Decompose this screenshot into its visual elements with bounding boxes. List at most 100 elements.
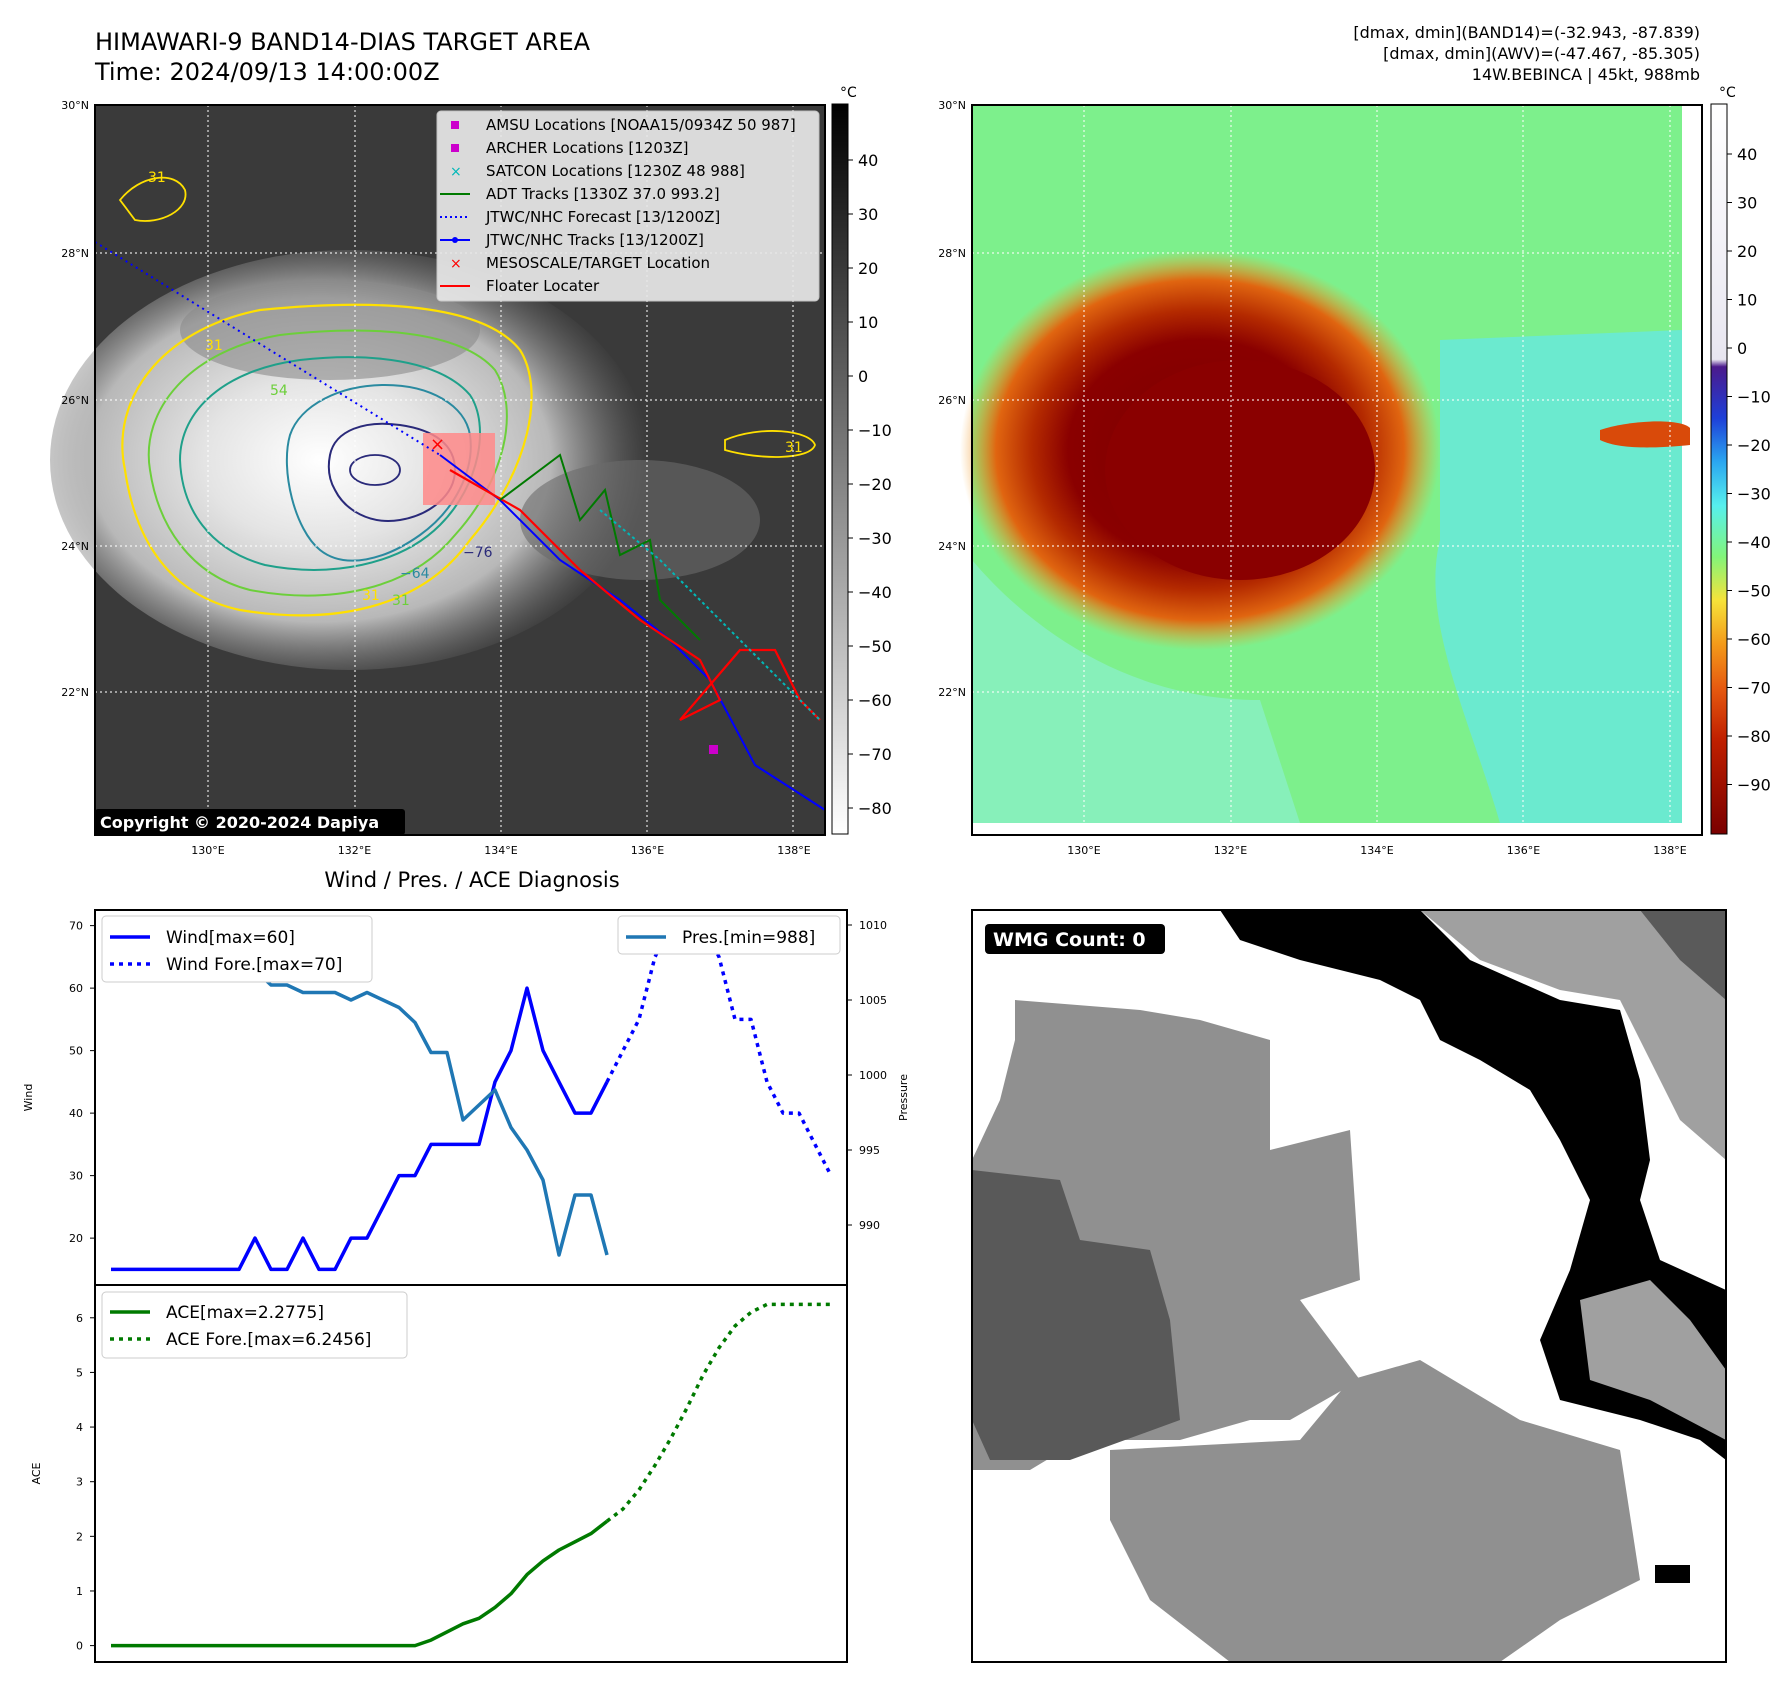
wv-dry-core bbox=[1105, 360, 1375, 580]
contour-54 bbox=[147, 329, 508, 597]
colorbar-tick-label: −60 bbox=[858, 691, 892, 710]
colorbar-tick-label: 20 bbox=[858, 259, 878, 278]
legend-marker bbox=[451, 121, 459, 129]
adt-track bbox=[499, 453, 701, 641]
diag-title: Wind / Pres. / ACE Diagnosis bbox=[324, 868, 619, 892]
colorbar-tick-label: −10 bbox=[858, 421, 892, 440]
wmg-black-spot bbox=[1655, 1565, 1690, 1583]
copyright-text: Copyright © 2020-2024 Dapiya bbox=[100, 813, 379, 832]
contour-label: 54 bbox=[270, 383, 288, 399]
lon-tick-label: 134°E bbox=[484, 844, 517, 857]
lat-tick-label: 22°N bbox=[61, 686, 89, 699]
colorbar-tick-label: −60 bbox=[1737, 630, 1771, 649]
legend-label: ADT Tracks [1330Z 37.0 993.2] bbox=[486, 185, 720, 203]
ir-cloud-band bbox=[520, 460, 760, 580]
lon-tick-label: 134°E bbox=[1360, 844, 1393, 857]
colorbar-tick-label: 30 bbox=[858, 205, 878, 224]
wmg-gray-south bbox=[1110, 1360, 1640, 1662]
copyright-box bbox=[95, 809, 405, 835]
y-right-tick-label: 1010 bbox=[859, 919, 887, 932]
wind-pressure-chart: 20 30 40 50 60 70 990 995 1000 1005 1010 Wind Pressu… bbox=[22, 909, 910, 1286]
wv-colorbar: °C 40 30 20 10 0 −10 −20 −30 −40 −50 −60 −70 −80 −90 bbox=[1710, 85, 1771, 835]
lat-tick-label: 24°N bbox=[938, 540, 966, 553]
lon-tick-label: 138°E bbox=[777, 844, 810, 857]
lat-tick-label: 22°N bbox=[938, 686, 966, 699]
y-tick-label: 60 bbox=[69, 982, 83, 995]
lat-tick-label: 26°N bbox=[938, 394, 966, 407]
colorbar-tick-label: −30 bbox=[1737, 485, 1771, 504]
ir-lat-ticks: 30°N 28°N 26°N 24°N 22°N bbox=[61, 99, 89, 699]
awv-stats: [dmax, dmin](AWV)=(-47.467, -85.305) bbox=[1383, 44, 1700, 63]
wv-map-frame bbox=[971, 104, 1703, 836]
figure-time: Time: 2024/09/13 14:00:00Z bbox=[94, 58, 440, 86]
wmg-frame bbox=[971, 909, 1727, 1663]
archer-marker bbox=[709, 745, 718, 754]
y-tick-label: 2 bbox=[76, 1530, 83, 1543]
y-tick-label: 5 bbox=[76, 1366, 83, 1379]
y-right-tick-label: 1005 bbox=[859, 994, 887, 1007]
contour-core bbox=[349, 454, 401, 486]
colorbar-tick-label: 30 bbox=[1737, 194, 1757, 213]
lat-tick-label: 26°N bbox=[61, 394, 89, 407]
wv-colorbar-ticks: 40 30 20 10 0 −10 −20 −30 −40 −50 −60 −70 −80 −90 bbox=[1727, 145, 1771, 795]
ir-map-panel: 31 31 54 31 −64 −76 31 31 31 × bbox=[50, 104, 826, 836]
legend-entries: AMSU Locations [NOAA15/0934Z 50 987] ARCH… bbox=[440, 116, 796, 295]
y-axis-label-right: Pressure bbox=[897, 1074, 910, 1121]
lat-tick-label: 28°N bbox=[938, 247, 966, 260]
wv-east-band bbox=[1600, 421, 1690, 448]
wind-legend-box bbox=[101, 915, 373, 983]
ace-legend-label: ACE[max=2.2775] bbox=[166, 1303, 324, 1323]
colorbar-tick-label: −50 bbox=[858, 637, 892, 656]
wind-legend-label: Wind Fore.[max=70] bbox=[166, 955, 342, 975]
lat-tick-label: 30°N bbox=[61, 99, 89, 112]
lon-tick-label: 132°E bbox=[1214, 844, 1247, 857]
colorbar-tick-label: 40 bbox=[858, 151, 878, 170]
colorbar-tick-label: −20 bbox=[1737, 436, 1771, 455]
legend-marker bbox=[451, 144, 459, 152]
y-tick-label: 3 bbox=[76, 1476, 83, 1489]
lon-tick-label: 136°E bbox=[631, 844, 664, 857]
y-tick-label: 70 bbox=[69, 920, 83, 933]
wmg-gray-east bbox=[1580, 1280, 1726, 1440]
wmg-dark-region bbox=[972, 1170, 1180, 1460]
contour-label: 31 bbox=[148, 170, 166, 186]
wv-colorbar-unit: °C bbox=[1719, 85, 1736, 101]
colorbar-tick-label: −80 bbox=[1737, 727, 1771, 746]
y-axis-label: ACE bbox=[30, 1462, 43, 1484]
ir-colorbar-unit: °C bbox=[840, 85, 857, 101]
colorbar-tick-label: 0 bbox=[858, 367, 868, 386]
lat-tick-label: 24°N bbox=[61, 540, 89, 553]
contour-island bbox=[118, 176, 187, 222]
colorbar-tick-label: 0 bbox=[1737, 339, 1747, 358]
colorbar-tick-label: −90 bbox=[1737, 776, 1771, 795]
y-tick-label: 40 bbox=[69, 1107, 83, 1120]
legend-label: SATCON Locations [1230Z 48 988] bbox=[486, 162, 745, 180]
band14-stats: [dmax, dmin](BAND14)=(-32.943, -87.839) bbox=[1353, 23, 1700, 42]
y-tick-label: 1 bbox=[76, 1585, 83, 1598]
y-right-tick-label: 990 bbox=[859, 1219, 880, 1232]
wv-gridlines bbox=[972, 105, 1682, 823]
wmg-dark-northeast bbox=[1640, 910, 1726, 1000]
lat-tick-label: 30°N bbox=[938, 99, 966, 112]
ir-lon-ticks: 130°E 132°E 134°E 136°E 138°E bbox=[191, 844, 810, 857]
colorbar-tick-label: −10 bbox=[1737, 388, 1771, 407]
ir-colorbar-gradient bbox=[831, 103, 849, 835]
y-tick-label: 6 bbox=[76, 1312, 83, 1325]
ace-legend-label: ACE Fore.[max=6.2456] bbox=[166, 1330, 371, 1350]
legend-marker bbox=[452, 237, 458, 243]
contour-31 bbox=[121, 303, 533, 617]
satcon-track bbox=[599, 509, 821, 721]
series-line-ace-fore- bbox=[605, 1302, 831, 1523]
wv-moist-south bbox=[972, 560, 1300, 823]
lon-tick-label: 138°E bbox=[1653, 844, 1686, 857]
colorbar-tick-label: −20 bbox=[858, 475, 892, 494]
y-axis-label: Wind bbox=[22, 1084, 35, 1112]
wv-lat-ticks: 30°N 28°N 26°N 24°N 22°N bbox=[938, 99, 966, 699]
legend-marker: × bbox=[450, 256, 462, 272]
lon-tick-label: 132°E bbox=[338, 844, 371, 857]
lon-tick-label: 136°E bbox=[1507, 844, 1540, 857]
series-line-ace bbox=[111, 1519, 609, 1648]
y-tick-label: 0 bbox=[76, 1640, 83, 1653]
wv-map-panel bbox=[960, 104, 1703, 836]
ace-chart: 0 1 2 3 4 5 6 ACE ACE[max=2.2775] ACE Fore.[max=6… bbox=[30, 1284, 848, 1663]
